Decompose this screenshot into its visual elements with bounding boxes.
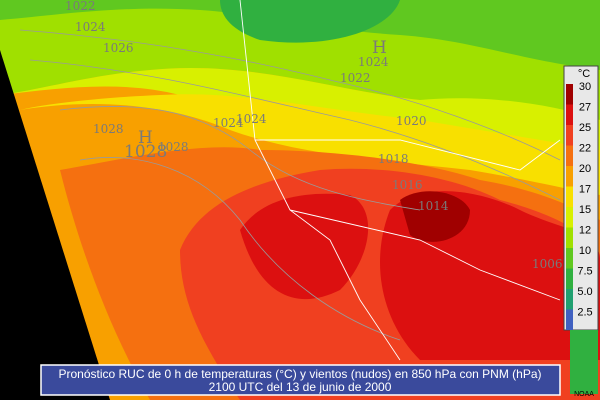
- legend: °C 30 27 25 22 20 17 15 12 10 7.5 5.0 2.5: [563, 65, 599, 331]
- legend-label: 7.5: [577, 265, 592, 277]
- legend-label: 25: [579, 122, 591, 134]
- dark-red-zone: [400, 191, 470, 242]
- legend-swatch: [566, 289, 573, 310]
- yellow-zone: [20, 94, 600, 195]
- isobar-label: 1014: [418, 199, 449, 213]
- isobar-label: 1016: [392, 178, 423, 192]
- high-marker: H: [138, 128, 153, 148]
- borders: [239, 0, 561, 361]
- isobars: [19, 29, 561, 341]
- caption-line: 2100 UTC del 13 de junio de 2000: [209, 380, 392, 394]
- legend-swatch: [566, 186, 573, 207]
- legend-label: 30: [579, 81, 591, 93]
- legend-tail: [570, 330, 598, 394]
- legend-swatch: [566, 227, 573, 248]
- legend-swatch: [566, 145, 573, 166]
- legend-label: 2.5: [577, 306, 592, 318]
- red-zone: [240, 193, 369, 300]
- high-pressure-value: 1028: [124, 142, 167, 162]
- isobar-label: 1028: [93, 122, 124, 136]
- legend-label: 20: [579, 163, 591, 175]
- legend-swatch: [566, 125, 573, 146]
- legend-swatch: [566, 309, 573, 330]
- isobar-label: 1028: [158, 140, 189, 154]
- legend-swatch: [566, 268, 573, 289]
- isobar-label: 1026: [103, 41, 134, 55]
- legend-label: 5.0: [577, 286, 592, 298]
- legend-swatch: [566, 248, 573, 269]
- legend-label: 22: [579, 142, 591, 154]
- isobar-label: 1022: [340, 71, 371, 85]
- legend-label: 12: [579, 224, 591, 236]
- legend-label: 27: [579, 101, 591, 113]
- legend-swatch: [566, 207, 573, 228]
- isobar-label: 1024: [75, 20, 106, 34]
- credit: NOAA: [574, 391, 594, 398]
- legend-swatch: [566, 84, 573, 105]
- isobar-label: 1020: [396, 114, 427, 128]
- isobar-label: 1022: [65, 0, 96, 13]
- legend-label: 15: [579, 204, 591, 216]
- isobar-label: 1006: [532, 257, 563, 271]
- offgrid-area: [0, 50, 110, 400]
- legend-label: 17: [579, 183, 591, 195]
- isobar-label: 1018: [378, 152, 409, 166]
- isobar-label: 1024: [213, 116, 244, 130]
- caption-line: Pronóstico RUC de 0 h de temperaturas (°…: [58, 367, 541, 381]
- high-marker: H: [372, 38, 387, 58]
- legend-swatch: [566, 104, 573, 125]
- caption-box: [40, 364, 561, 396]
- teal-zone: [220, 0, 400, 43]
- dark-green-zone: [0, 0, 600, 70]
- isobar-label: 1024: [236, 112, 267, 126]
- legend-swatch: [566, 166, 573, 187]
- isobar-label: 1024: [358, 55, 389, 69]
- legend-label: 10: [579, 245, 591, 257]
- legend-unit: °C: [578, 68, 590, 80]
